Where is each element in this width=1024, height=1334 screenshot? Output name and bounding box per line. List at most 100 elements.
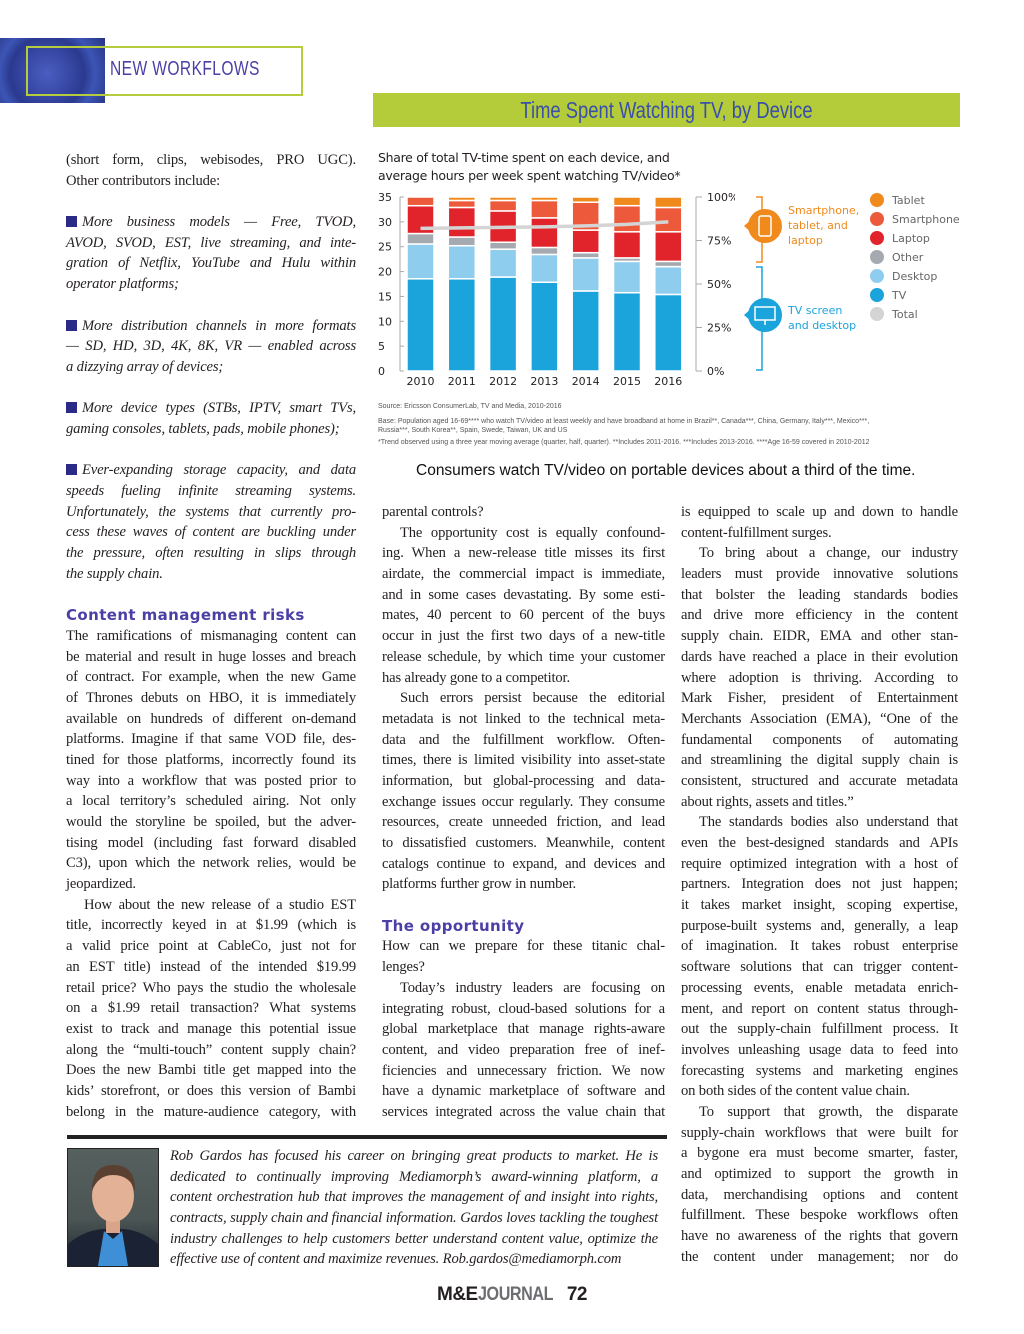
text-line: platforms. Imagine if that same VOD file… [66, 729, 356, 750]
text-line-content: way into a workflow that was posted prio… [66, 772, 356, 789]
chart-title-line: average hours per week spent watching TV… [378, 168, 681, 183]
text-line: content-fulfillment surges. [681, 523, 958, 544]
text-line: More device types (STBs, IPTV, smart TVs… [66, 398, 356, 419]
x-tick-label: 2011 [448, 375, 476, 388]
text-line: speeds fueling infinite streaming system… [66, 481, 356, 502]
text-line: Ever-expanding storage capacity, and dat… [66, 460, 356, 481]
text-line-content: The ramifications of mismanaging content… [66, 627, 356, 644]
bullet-square-icon [66, 464, 77, 476]
text-line: title, incorrectly keyed in at $1.99 (wh… [66, 915, 356, 936]
annotation-portable-label: tablet, and [788, 219, 848, 232]
text-line: the pressure, often resulting in slips t… [66, 543, 356, 564]
bar-segment-desktop [571, 257, 600, 292]
text-line: release schedule, by which time your cus… [382, 647, 665, 668]
text-line-content: tined for those platforms, incorrectly f… [66, 751, 356, 768]
article-column-middle: parental controls? The opportunity cost i… [382, 502, 665, 1123]
text-line-content: ment, and report on content status throu… [681, 1000, 958, 1017]
y-right-tick-label: 75% [707, 235, 731, 248]
text-line-content: has already gone to a competitor. [382, 669, 570, 686]
text-line: way into a workflow that was posted prio… [66, 771, 356, 792]
annotation-portable-label: laptop [788, 234, 823, 247]
bar-2016 [654, 196, 683, 372]
legend-item-desktop: Desktop [870, 267, 937, 285]
text-line-content: have a dynamic marketplace of software a… [382, 1083, 665, 1100]
text-line: be material and result in huge losses an… [66, 647, 356, 668]
legend-item-smartphone: Smartphone [870, 210, 960, 228]
text-line-content: exist to track and manage this potential… [66, 1020, 356, 1037]
text-line: a bygone era must become smarter, faster… [681, 1143, 958, 1164]
text-line-content: a valid price point at CableCo, just not… [66, 938, 356, 955]
footer-brand-me: M&E [437, 1284, 478, 1305]
text-line-content: an EST title) instead of the intended $1… [66, 958, 356, 975]
legend-swatch-icon [870, 288, 884, 302]
page-footer: M&EJOURNAL 72 [0, 1284, 1024, 1306]
text-line-content: to dissatisfied customers. Meanwhile, co… [382, 835, 665, 851]
text-line-content: operator platforms; [66, 276, 179, 293]
text-line: leaders must provide innovative solution… [681, 564, 958, 585]
chart-source: Source: Ericsson ConsumerLab, TV and Med… [378, 403, 562, 410]
text-line: on both sides of the content value chain… [681, 1081, 958, 1102]
bar-segment-tv [447, 278, 477, 372]
text-line: — SD, HD, 3D, 4K, 8K, VR — enabled acros… [66, 336, 356, 357]
text-line-content: out the supply-chain fulfillment process… [681, 1021, 958, 1038]
text-line-content: of imagination. It takes robust enterpri… [681, 938, 958, 955]
y-right-tick-label: 25% [707, 322, 731, 335]
text-line-content: parental controls? [382, 504, 484, 520]
text-line-content: times, there is limited visibility into … [382, 752, 665, 769]
y-left-tick-label: 30 [378, 216, 392, 229]
paragraph: Such errors persist because the editoria… [382, 688, 665, 895]
legend-label: Smartphone [892, 212, 960, 226]
text-line: purpose-built systems and, generally, a … [681, 916, 958, 937]
text-line: parental controls? [382, 502, 665, 523]
text-line-content: platforms. Imagine if that same VOD file… [66, 731, 356, 748]
text-line: services integrated across the value cha… [382, 1102, 665, 1123]
text-line: More business models — Free, TVOD, [66, 212, 356, 233]
text-line-content: To support that growth, the disparate [699, 1103, 958, 1120]
text-line: Mark Fisher, president of Entertainment [681, 688, 958, 709]
bullet-square-icon [66, 402, 77, 414]
paragraph: The ramifications of mismanaging content… [66, 626, 356, 895]
bar-2013 [530, 196, 559, 372]
annotation-fixed-label: and desktop [788, 319, 856, 332]
article-column-left: (short form, clips, webisodes, PRO UGC).… [66, 150, 356, 1122]
text-line-content: The opportunity cost is equally confound… [400, 524, 665, 541]
text-line-content: The standards bodies also understand tha… [699, 814, 958, 831]
text-line: fulfillment. These bespoke workflows oft… [681, 1205, 958, 1226]
text-line: How about the new release of a studio ES… [66, 895, 356, 916]
bullet-square-icon [66, 319, 77, 331]
text-line: on a $1.99 retail transaction? What syst… [66, 998, 356, 1019]
text-line: exist to track and manage this potential… [66, 1019, 356, 1040]
legend-label: TV [892, 288, 907, 302]
text-line-content: that bolster the leading standards bodie… [681, 586, 958, 603]
bar-segment-tablet [571, 196, 600, 203]
text-line: The standards bodies also understand tha… [681, 812, 958, 833]
legend-swatch-icon [870, 307, 884, 321]
text-line-content: even the best-designed standards and API… [681, 835, 958, 851]
chart-title-line: Share of total TV-time spent on each dev… [378, 150, 670, 165]
legend-item-total: Total [870, 305, 918, 323]
text-line-content: services integrated across the value cha… [382, 1103, 665, 1120]
text-line-content: title, incorrectly keyed in at $1.99 (wh… [66, 917, 356, 934]
text-line-content: fundamental components of automating [681, 731, 958, 748]
text-line-content: occur in just the first two days of a ne… [382, 628, 665, 645]
text-line-content: How can we prepare for these titanic cha… [382, 938, 665, 955]
text-line-content: supply-chain workflows that were built f… [681, 1124, 958, 1141]
paragraph: parental controls? [382, 502, 665, 523]
bar-segment-desktop [406, 243, 435, 280]
text-line: tined for those platforms, incorrectly f… [66, 750, 356, 771]
text-line-content: C3), upon which the network relies, woul… [66, 855, 356, 872]
spacer [66, 584, 356, 605]
text-line: ficiencies and unnecessary friction. We … [382, 1061, 665, 1082]
bar-segment-other [654, 260, 683, 268]
text-line: an EST title) instead of the intended $1… [66, 957, 356, 978]
text-line-content: about rights, assets and titles.” [681, 793, 854, 810]
text-line-content: it takes market insight, scoping experti… [681, 897, 958, 914]
text-line: processing events, enable metadata enric… [681, 978, 958, 999]
bullet-item: More business models — Free, TVOD, AVOD, … [66, 212, 356, 295]
bar-segment-tv [612, 291, 642, 372]
text-line-content: where adoption is thriving. According to [681, 669, 958, 686]
bar-segment-smartphone [654, 206, 683, 233]
text-line-content: forecasting systems and marketing engine… [681, 1062, 958, 1079]
text-line: forecasting systems and marketing engine… [681, 1061, 958, 1082]
section-heading: The opportunity [382, 916, 525, 935]
